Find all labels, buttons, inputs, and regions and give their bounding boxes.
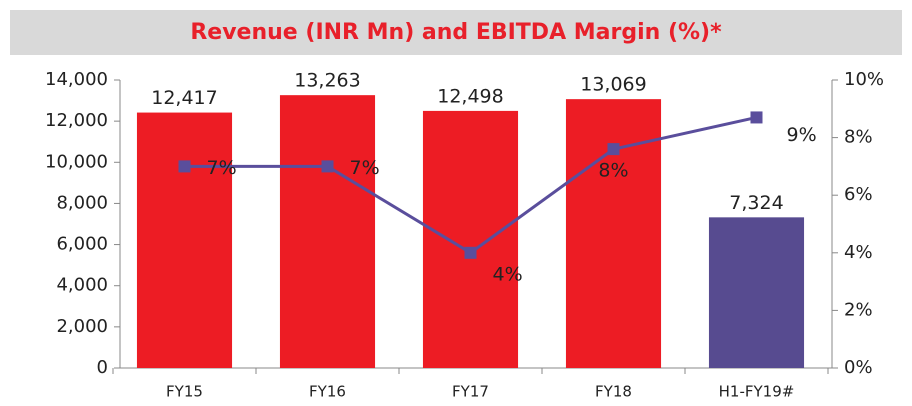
bar-value-label: 12,417	[151, 87, 217, 109]
line-marker	[607, 143, 620, 156]
line-value-label: 9%	[787, 124, 817, 146]
x-tick-label: FY15	[166, 383, 203, 401]
y2-tick-label: 4%	[844, 242, 873, 263]
y-tick-label: 2,000	[56, 316, 108, 337]
y2-tick-label: 0%	[844, 357, 873, 378]
y2-tick-label: 2%	[844, 299, 873, 320]
title-banner	[10, 10, 902, 55]
bar-value-label: 12,498	[437, 85, 503, 107]
line-value-label: 7%	[350, 157, 380, 179]
x-tick-label: FY16	[309, 383, 346, 401]
y-tick-label: 4,000	[56, 275, 108, 296]
y-tick-label: 0	[97, 357, 108, 378]
y2-tick-label: 8%	[844, 127, 873, 148]
line-value-label: 4%	[493, 263, 523, 285]
bar-value-label: 13,069	[580, 74, 646, 96]
bar	[136, 112, 233, 368]
y-tick-label: 10,000	[45, 151, 108, 172]
chart-title: Revenue (INR Mn) and EBITDA Margin (%)*	[190, 20, 722, 45]
y-tick-label: 12,000	[45, 110, 108, 131]
line-value-label: 8%	[598, 160, 628, 182]
bar-value-label: 13,263	[294, 70, 360, 92]
line-marker	[321, 160, 334, 173]
x-tick-label: FY18	[595, 383, 632, 401]
y-tick-label: 8,000	[56, 192, 108, 213]
x-tick-label: H1-FY19#	[719, 383, 795, 401]
bar	[565, 99, 662, 368]
bar	[422, 110, 519, 368]
y-tick-label: 6,000	[56, 234, 108, 255]
y-tick-label: 14,000	[45, 69, 108, 90]
x-tick-label: FY17	[452, 383, 489, 401]
bar	[708, 217, 805, 368]
bar	[279, 95, 376, 369]
bar-value-label: 7,324	[729, 192, 783, 214]
line-marker	[750, 111, 763, 124]
y2-tick-label: 10%	[844, 69, 884, 90]
y2-tick-label: 6%	[844, 184, 873, 205]
line-value-label: 7%	[207, 157, 237, 179]
line-marker	[178, 160, 191, 173]
line-marker	[464, 246, 477, 259]
